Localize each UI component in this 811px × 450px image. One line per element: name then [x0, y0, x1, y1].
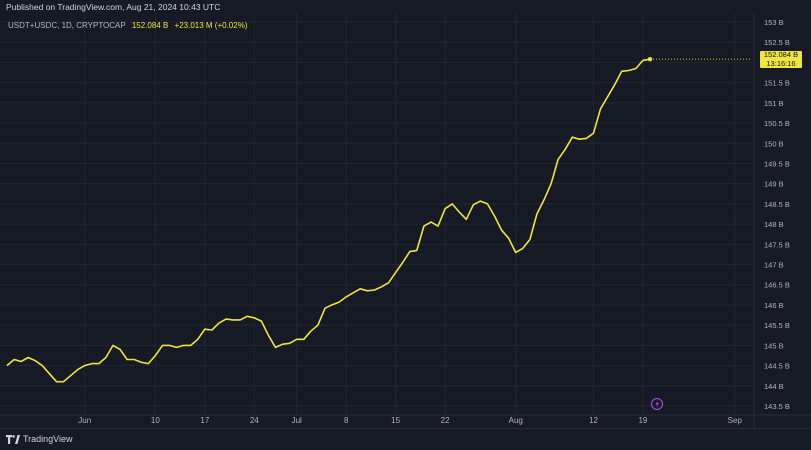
chart-area[interactable]: 143.5 B 144 B 144.5 B 145 B 145.5 B 146 B 146.…	[0, 13, 811, 428]
tradingview-logo[interactable]: TradingView	[6, 434, 73, 444]
y-tick-label: 145 B	[764, 341, 784, 350]
published-caption: Published on TradingView.com, Aug 21, 20…	[6, 2, 221, 12]
lightning-event-icon[interactable]	[651, 398, 663, 410]
bar-countdown: 13:16:16	[766, 58, 796, 68]
footer-bar: TradingView	[0, 428, 811, 450]
series-line	[6, 58, 651, 383]
y-tick-label: 145.5 B	[764, 321, 790, 330]
y-tick-label: 151 B	[764, 99, 784, 108]
x-tick-label: Aug	[509, 416, 523, 425]
y-tick-label: 148.5 B	[764, 200, 790, 209]
x-tick-label: 8	[344, 416, 349, 425]
y-tick-label: 143.5 B	[764, 402, 790, 411]
x-tick-label: Jul	[292, 416, 302, 425]
legend-symbol: USDT+USDC, 1D, CRYPTOCAP	[8, 21, 126, 30]
x-tick-label: 22	[441, 416, 450, 425]
price-chart[interactable]: 143.5 B 144 B 144.5 B 145 B 145.5 B 146 B 146.…	[0, 13, 811, 428]
x-tick-label: 17	[200, 416, 209, 425]
legend-value: 152.084 B	[131, 21, 169, 30]
y-tick-label: 147.5 B	[764, 240, 790, 249]
y-tick-label: 144 B	[764, 382, 784, 391]
y-tick-label: 146.5 B	[764, 281, 790, 290]
y-tick-label: 152.5 B	[764, 38, 790, 47]
chart-legend: USDT+USDC, 1D, CRYPTOCAP 152.084 B +23.0…	[8, 21, 247, 30]
x-tick-label: 10	[151, 416, 160, 425]
tradingview-icon	[6, 434, 20, 444]
y-tick-label: 150.5 B	[764, 119, 790, 128]
y-tick-label: 147 B	[764, 261, 784, 270]
x-tick-label: 12	[589, 416, 598, 425]
x-tick-label: 15	[391, 416, 400, 425]
last-price-tag: 152.084 B 13:16:16	[760, 50, 802, 69]
legend-change: +23.013 M (+0.02%)	[174, 21, 248, 30]
y-tick-label: 148 B	[764, 220, 784, 229]
y-tick-label: 150 B	[764, 139, 784, 148]
x-tick-label: 19	[638, 416, 647, 425]
last-price-value: 152.084 B	[763, 50, 799, 60]
x-tick-label: 24	[250, 416, 259, 425]
y-tick-label: 149 B	[764, 180, 784, 189]
x-tick-label: Sep	[728, 416, 743, 425]
brand-name: TradingView	[23, 434, 73, 444]
y-tick-label: 153 B	[764, 18, 784, 27]
y-tick-label: 146 B	[764, 301, 784, 310]
y-tick-label: 149.5 B	[764, 159, 790, 168]
top-bar: Published on TradingView.com, Aug 21, 20…	[0, 0, 811, 13]
y-tick-label: 151.5 B	[764, 79, 790, 88]
x-tick-label: Jun	[78, 416, 91, 425]
y-tick-label: 144.5 B	[764, 362, 790, 371]
